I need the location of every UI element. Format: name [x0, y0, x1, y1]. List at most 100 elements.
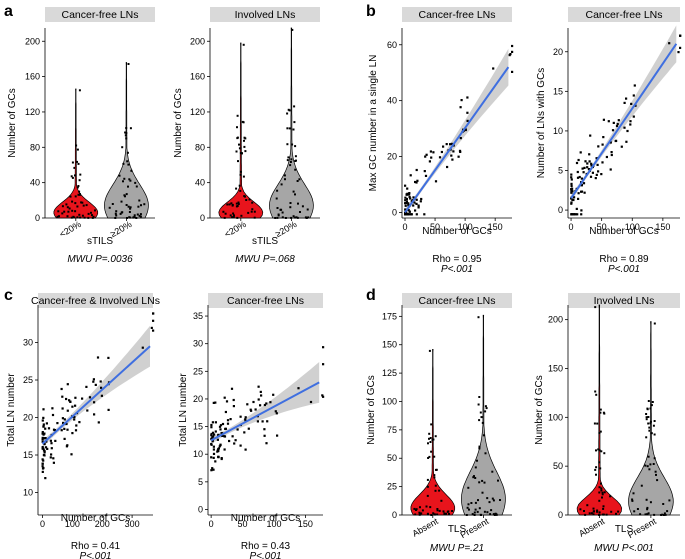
data-point: [450, 154, 453, 157]
data-point: [295, 159, 297, 162]
data-point: [420, 512, 423, 515]
data-point: [599, 408, 602, 411]
data-point: [598, 461, 601, 464]
data-point: [649, 420, 652, 423]
data-point: [94, 383, 97, 386]
panel-letter-a: a: [4, 3, 13, 20]
data-point: [42, 449, 46, 452]
chart-title: Cancer-free LNs: [418, 295, 495, 307]
title-strip: [402, 7, 512, 22]
data-point: [152, 312, 155, 315]
data-point: [291, 28, 294, 31]
data-point: [598, 449, 601, 452]
data-point: [459, 106, 462, 109]
data-point: [610, 510, 613, 513]
data-point: [466, 111, 469, 114]
data-point: [407, 209, 410, 212]
data-point: [415, 509, 417, 511]
chart-title: Cancer-free LNs: [585, 9, 662, 21]
data-point: [631, 498, 634, 501]
data-point: [42, 447, 45, 450]
data-point: [605, 513, 608, 516]
data-point: [211, 467, 214, 470]
data-point: [111, 203, 114, 205]
chart-title: Cancer-free LNs: [227, 295, 304, 307]
data-point: [445, 512, 447, 515]
data-point: [415, 213, 418, 216]
data-point: [210, 443, 213, 446]
y-tick-label: 0: [392, 510, 397, 520]
data-point: [409, 197, 412, 200]
data-point: [646, 407, 649, 410]
data-point: [577, 197, 580, 200]
data-point: [66, 444, 69, 447]
x-axis-label: sTILS: [87, 236, 113, 247]
data-point: [404, 211, 407, 214]
data-point: [42, 416, 45, 419]
data-point: [580, 183, 583, 187]
data-point: [238, 184, 241, 187]
data-point: [404, 184, 407, 187]
data-point: [481, 421, 484, 424]
data-point: [46, 447, 49, 450]
data-point: [233, 442, 236, 445]
data-point: [232, 405, 235, 408]
data-point: [232, 212, 235, 215]
data-point: [66, 383, 69, 386]
data-point: [583, 510, 585, 512]
data-point: [428, 349, 431, 352]
data-point: [418, 511, 421, 514]
title-strip: [38, 293, 153, 308]
data-point: [231, 435, 234, 438]
data-point: [274, 217, 277, 219]
data-point: [127, 185, 129, 188]
data-point: [210, 423, 213, 427]
data-point: [636, 508, 639, 510]
data-point: [660, 514, 663, 516]
data-point: [429, 441, 432, 443]
y-tick-label: 10: [553, 126, 563, 136]
data-point: [309, 400, 313, 404]
data-point: [466, 506, 469, 509]
data-point: [132, 216, 135, 219]
data-point: [243, 139, 245, 142]
data-point: [418, 513, 421, 516]
data-point: [427, 457, 430, 459]
data-point: [594, 468, 597, 471]
data-point: [214, 430, 217, 433]
data-point: [292, 128, 295, 131]
panel-letter-c: c: [4, 287, 13, 304]
data-point: [491, 470, 494, 473]
data-point: [492, 67, 495, 70]
data-point: [239, 415, 242, 418]
p-value-text: P<.001: [608, 264, 640, 275]
data-point: [433, 455, 436, 458]
data-point: [464, 128, 467, 132]
data-point: [586, 166, 589, 169]
data-point: [595, 473, 597, 476]
data-point: [69, 195, 72, 198]
y-axis-label: Total LN number: [6, 373, 17, 447]
data-point: [600, 173, 603, 176]
y-tick-label: 200: [190, 36, 205, 46]
data-point: [118, 174, 121, 177]
data-point: [211, 421, 214, 424]
data-point: [77, 185, 80, 187]
data-point: [592, 507, 595, 510]
data-point: [459, 150, 462, 153]
data-point: [221, 422, 225, 426]
data-point: [244, 448, 247, 451]
data-point: [589, 134, 592, 137]
data-point: [677, 51, 680, 54]
data-point: [573, 196, 576, 199]
data-point: [576, 213, 579, 216]
data-point: [238, 147, 241, 150]
data-point: [416, 179, 419, 182]
data-point: [582, 182, 586, 185]
rho-text: Rho = 0.89: [599, 254, 649, 265]
data-point: [43, 432, 46, 435]
data-point: [615, 512, 617, 515]
data-point: [71, 432, 74, 435]
y-tick-label: 175: [382, 311, 397, 321]
